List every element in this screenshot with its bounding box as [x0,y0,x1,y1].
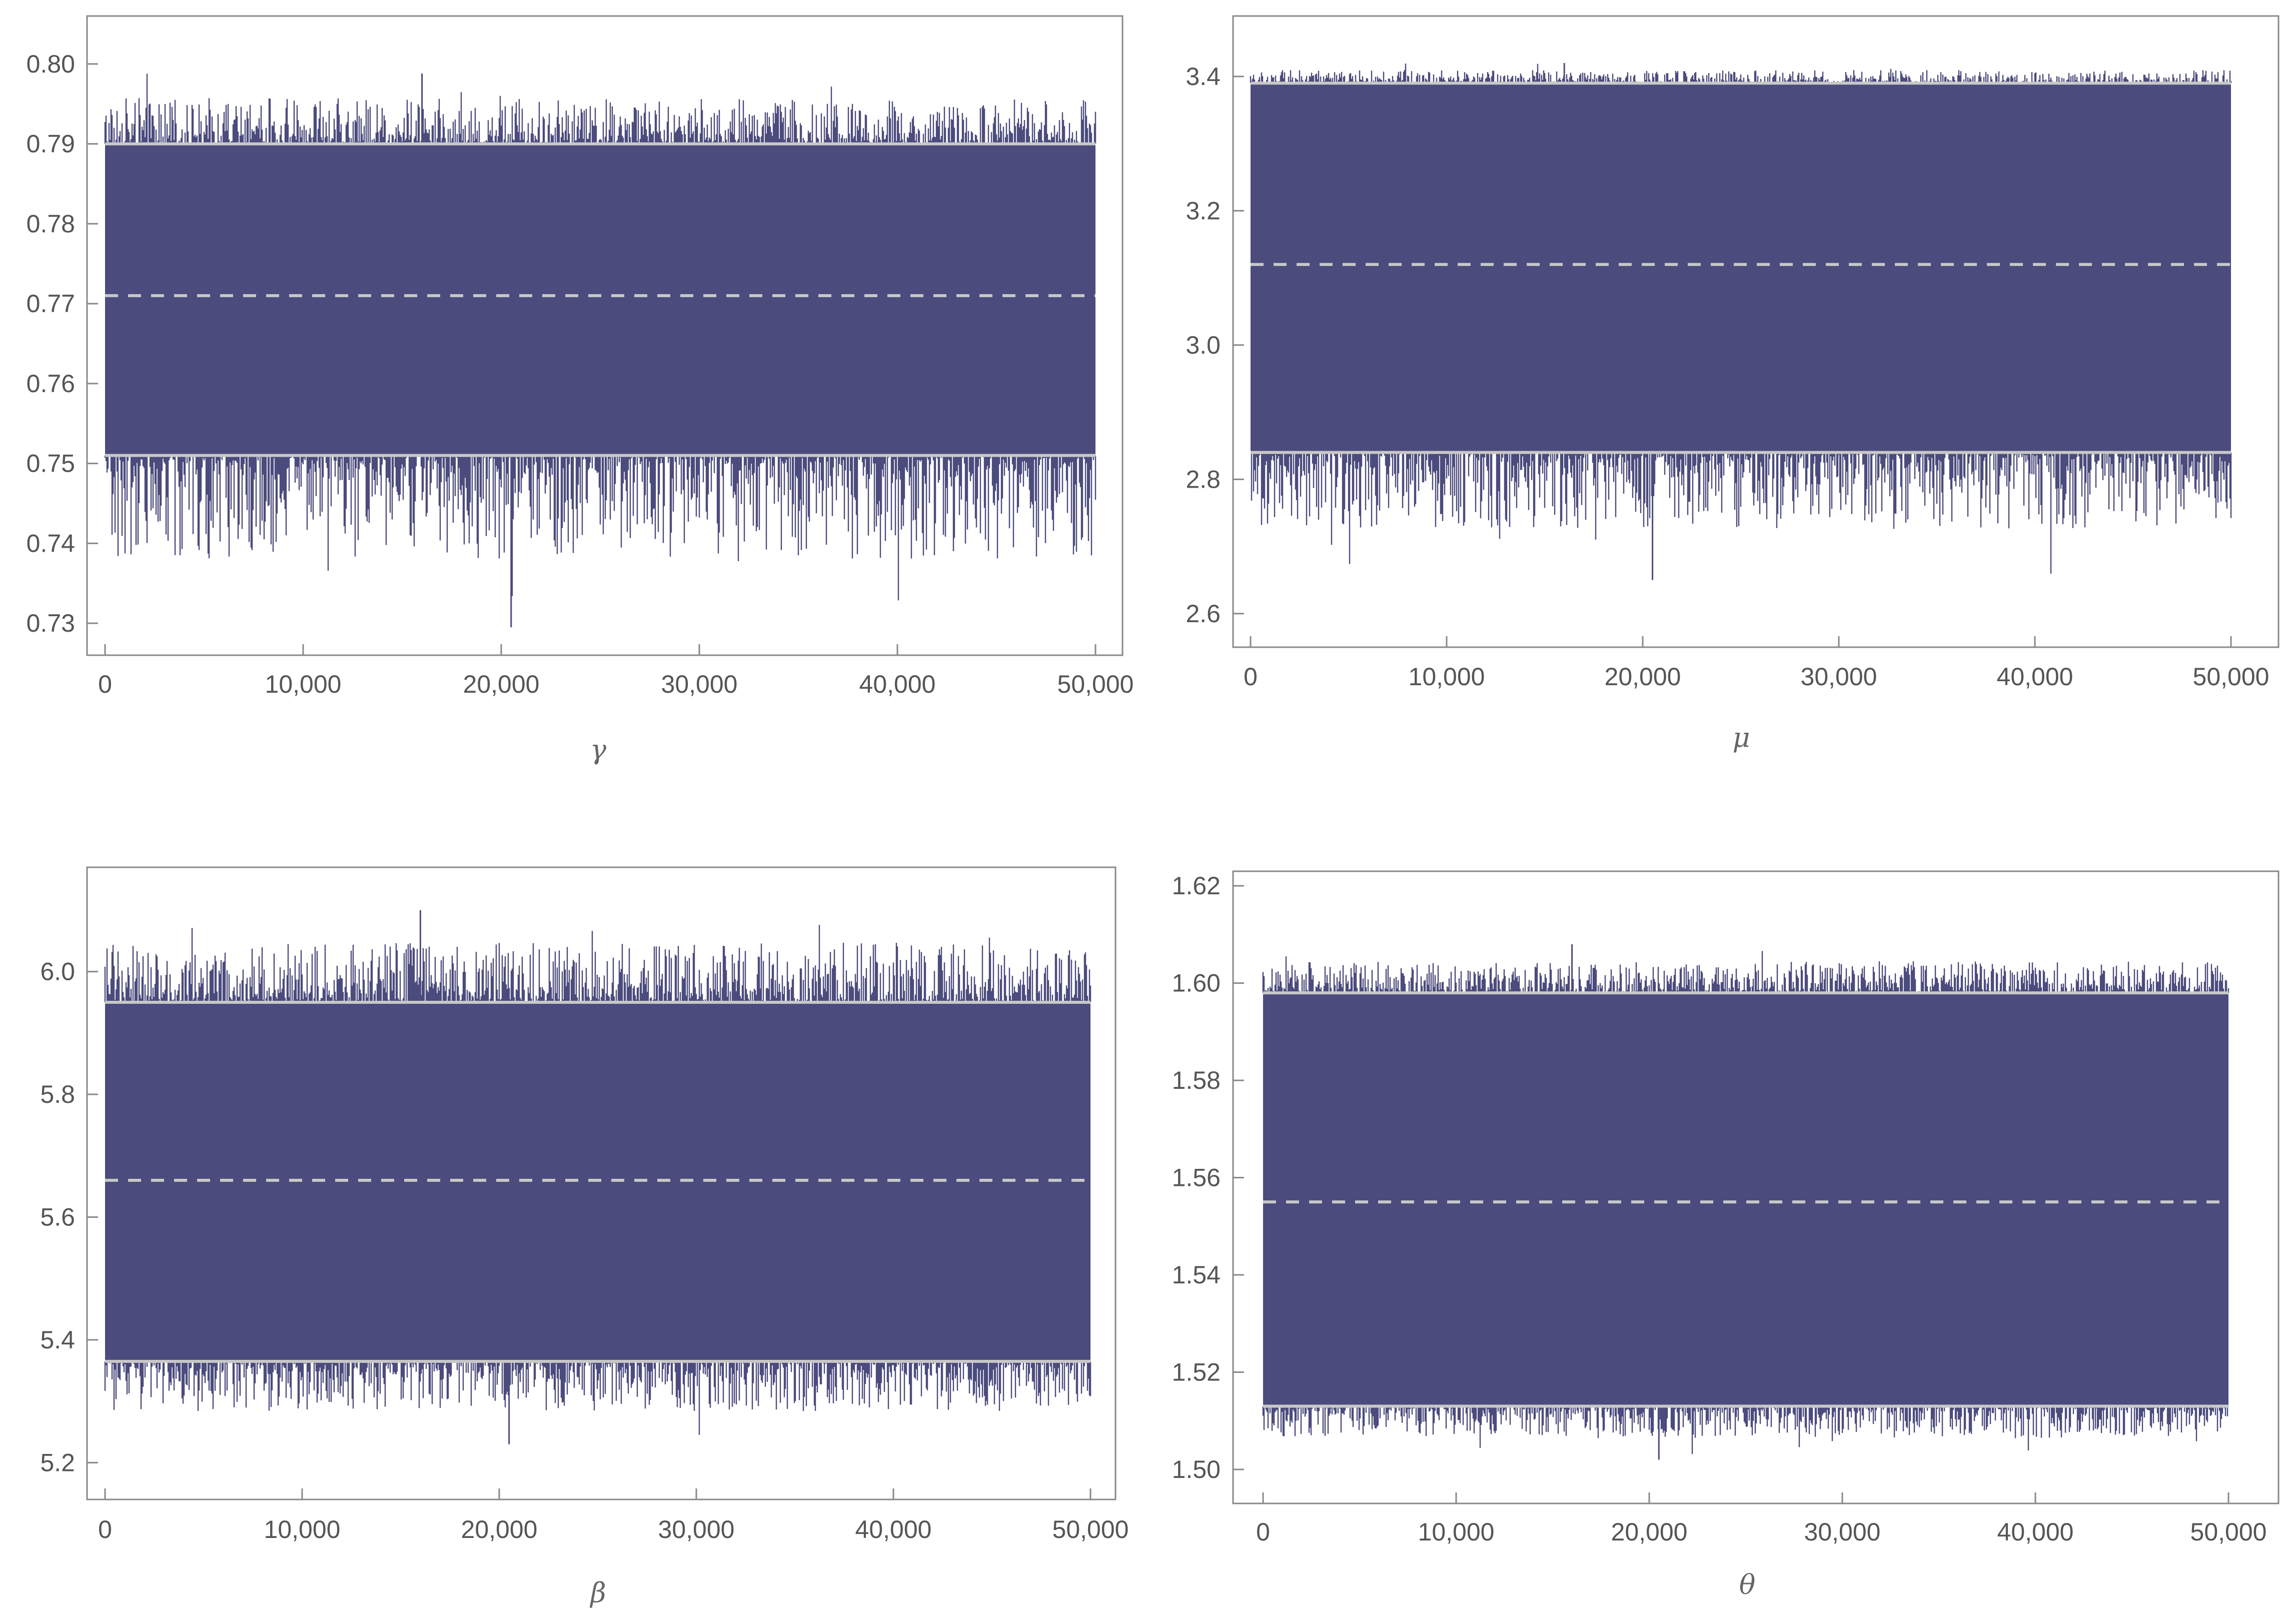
x-tick-label: 10,000 [265,670,342,698]
plot-frame [1232,15,2279,648]
trace-upper-excursions [1262,951,2229,993]
axis-ticks: 0 10,000 20,000 30,000 40,000 50,000 1.50 1.52 1… [1172,872,2267,1546]
x-tick-label: 30,000 [658,1515,735,1543]
y-tick-label: 3.0 [1186,331,1221,359]
reference-lines [1263,991,2228,1408]
axis-ticks: 0 10,000 20,000 30,000 40,000 50,000 2.6 2.8 3.0… [1186,63,2269,691]
y-tick-label: 1.50 [1172,1455,1221,1483]
y-tick-label: 3.2 [1186,197,1221,225]
x-tick-label: 50,000 [2193,663,2269,691]
trace-upper-excursions [1250,64,2232,84]
trace-core-band [105,144,1095,456]
trace-series [104,74,1096,628]
trace-plot-mu: 0 10,000 20,000 30,000 40,000 50,000 2.6 2.8 3.0… [1186,15,2279,753]
x-tick-label: 50,000 [1057,670,1134,698]
y-tick-label: 0.76 [27,370,75,398]
x-tick-label: 30,000 [1801,663,1877,691]
x-tick-label: 10,000 [1418,1518,1495,1546]
x-axis-label: β [589,1577,606,1608]
trace-extreme-spikes [1563,63,1654,580]
trace-core-band [1251,83,2231,453]
y-tick-label: 0.74 [27,529,75,557]
y-tick-label: 1.54 [1172,1261,1221,1289]
x-tick-label: 30,000 [661,670,738,698]
x-tick-label: 40,000 [1997,1518,2074,1546]
y-tick-label: 1.52 [1172,1358,1221,1386]
x-axis-label: γ [590,734,607,765]
trace-upper-excursions [104,925,1091,1002]
x-tick-label: 50,000 [1052,1515,1129,1543]
plot-frame [86,866,1116,1500]
trace-lower-excursions [104,1361,1091,1435]
x-tick-label: 20,000 [463,670,540,698]
x-tick-label: 30,000 [1804,1518,1881,1546]
x-tick-label: 10,000 [1409,663,1485,691]
x-tick-label: 40,000 [855,1515,932,1543]
x-tick-label: 40,000 [1997,663,2073,691]
trace-plot-gamma: 0 10,000 20,000 30,000 40,000 50,000 0.73 0.74 0… [27,15,1134,765]
y-tick-label: 0.78 [27,210,75,238]
plot-frame [86,15,1123,656]
y-tick-label: 0.80 [27,50,75,78]
trace-series [104,910,1091,1444]
trace-plot-theta: 0 10,000 20,000 30,000 40,000 50,000 1.50 1.52 1… [1172,870,2279,1600]
reference-lines [105,1000,1090,1363]
y-tick-label: 0.79 [27,130,75,158]
x-tick-label: 20,000 [1605,663,1681,691]
y-tick-label: 1.62 [1172,872,1221,900]
trace-plot-beta: 0 10,000 20,000 30,000 40,000 50,000 5.2 5.4 5.6… [40,866,1128,1608]
x-tick-label: 10,000 [264,1515,341,1543]
y-tick-label: 5.8 [40,1080,75,1108]
y-tick-label: 0.77 [27,290,75,318]
trace-lower-excursions [1251,452,2232,574]
plot-frame [1232,870,2279,1504]
trace-core-band [105,1002,1090,1361]
trace-core-band [1263,993,2228,1406]
trace-lower-excursions [1262,1406,2229,1454]
x-tick-label: 0 [1256,1518,1270,1546]
trace-upper-excursions [104,74,1096,144]
x-tick-label: 40,000 [859,670,936,698]
y-tick-label: 1.56 [1172,1164,1221,1192]
y-tick-label: 5.4 [40,1326,75,1354]
trace-series [1250,63,2232,580]
y-tick-label: 6.0 [40,958,75,986]
x-axis-label: θ [1739,1569,1756,1600]
x-tick-label: 0 [98,1515,112,1543]
x-axis-label: μ [1732,722,1750,753]
trace-extreme-spikes [419,910,510,1444]
y-tick-label: 3.4 [1186,63,1221,91]
x-tick-label: 0 [1244,663,1258,691]
reference-lines [105,142,1095,457]
trace-extreme-spikes [421,74,512,628]
x-tick-label: 20,000 [461,1515,538,1543]
axis-ticks: 0 10,000 20,000 30,000 40,000 50,000 5.2 5.4 5.6… [40,958,1128,1543]
trace-extreme-spikes [1571,944,1660,1460]
x-tick-label: 20,000 [1611,1518,1688,1546]
y-tick-label: 2.6 [1186,600,1221,628]
y-tick-label: 0.75 [27,450,75,478]
trace-lower-excursions [104,455,1096,601]
x-tick-label: 50,000 [2190,1518,2267,1546]
y-tick-label: 1.60 [1172,969,1221,997]
y-tick-label: 0.73 [27,609,75,637]
axis-ticks: 0 10,000 20,000 30,000 40,000 50,000 0.73 0.74 0… [27,50,1134,698]
x-tick-label: 0 [98,670,112,698]
y-tick-label: 1.58 [1172,1066,1221,1094]
y-tick-label: 5.6 [40,1203,75,1231]
reference-lines [1251,82,2231,454]
y-tick-label: 5.2 [40,1448,75,1476]
y-tick-label: 2.8 [1186,465,1221,493]
